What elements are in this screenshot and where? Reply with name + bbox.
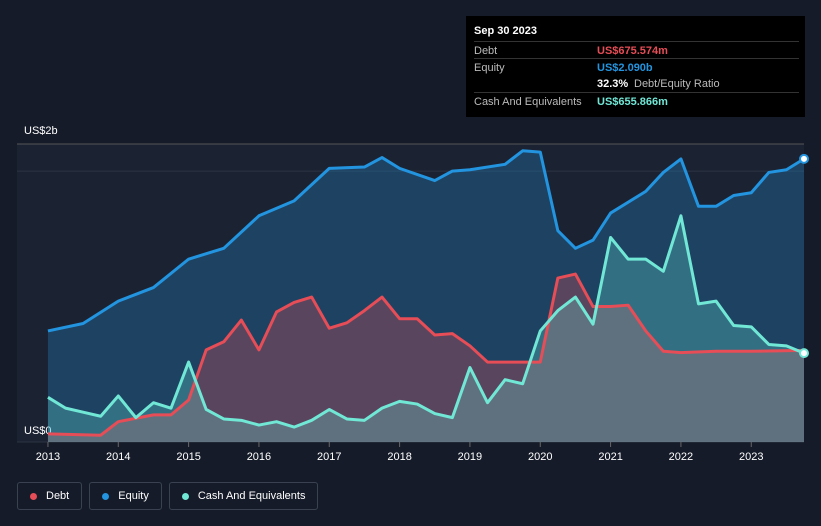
tooltip-row: Cash And Equivalents US$655.866m — [474, 92, 799, 110]
label: Equity — [474, 62, 505, 74]
line — [47, 149, 805, 333]
plot-area — [17, 144, 804, 442]
x-tick-label: 2019 — [458, 451, 482, 463]
x-tick-label: 2017 — [317, 451, 341, 463]
legend-swatch — [30, 492, 37, 500]
tooltip-row: Equity US$2.090b — [474, 58, 799, 76]
value: US$655.866m — [597, 96, 668, 108]
tooltip-row: 32.3% Debt/Equity Ratio — [474, 75, 799, 92]
x-tick-label: 2020 — [528, 451, 552, 463]
legend-item[interactable]: Equity — [89, 482, 162, 510]
end-marker — [799, 348, 809, 359]
value: US$675.574m — [597, 45, 668, 57]
value: US$2.090b — [597, 62, 653, 74]
x-tick-label: 2018 — [387, 451, 411, 463]
legend-item[interactable]: Cash And Equivalents — [168, 482, 319, 510]
legend: Debt Equity Cash And Equivalents — [17, 482, 319, 510]
x-tick-label: 2021 — [598, 451, 622, 463]
tooltip: Sep 30 2023 Debt US$675.574m Equity US$2.0… — [466, 16, 805, 117]
legend-swatch — [181, 492, 189, 500]
x-tick-label: 2023 — [739, 451, 763, 463]
y-tick-label: US$0 — [24, 425, 52, 437]
legend-label: Equity — [118, 490, 149, 502]
legend-swatch — [102, 492, 110, 500]
x-tick-label: 2022 — [669, 451, 693, 463]
legend-item[interactable]: Debt — [17, 482, 83, 510]
line — [47, 214, 805, 429]
end-marker — [799, 153, 809, 164]
tooltip-date: Sep 30 2023 — [474, 25, 537, 37]
legend-label: Cash And Equivalents — [197, 490, 306, 502]
line — [47, 272, 805, 437]
legend-label: Debt — [46, 490, 70, 502]
label: Cash And Equivalents — [474, 96, 582, 108]
x-tick-label: 2015 — [176, 451, 200, 463]
x-tick-label: 2014 — [106, 451, 130, 463]
area — [47, 215, 804, 442]
x-tick-label: 2013 — [36, 451, 60, 463]
area — [47, 274, 804, 442]
x-tick-label: 2016 — [247, 451, 271, 463]
tooltip-row: Debt US$675.574m — [474, 41, 799, 59]
value: 32.3% — [597, 78, 629, 90]
y-tick-label: US$2b — [24, 125, 58, 137]
label: Debt/Equity Ratio — [634, 78, 720, 90]
label: Debt — [474, 45, 498, 57]
area — [47, 150, 804, 443]
